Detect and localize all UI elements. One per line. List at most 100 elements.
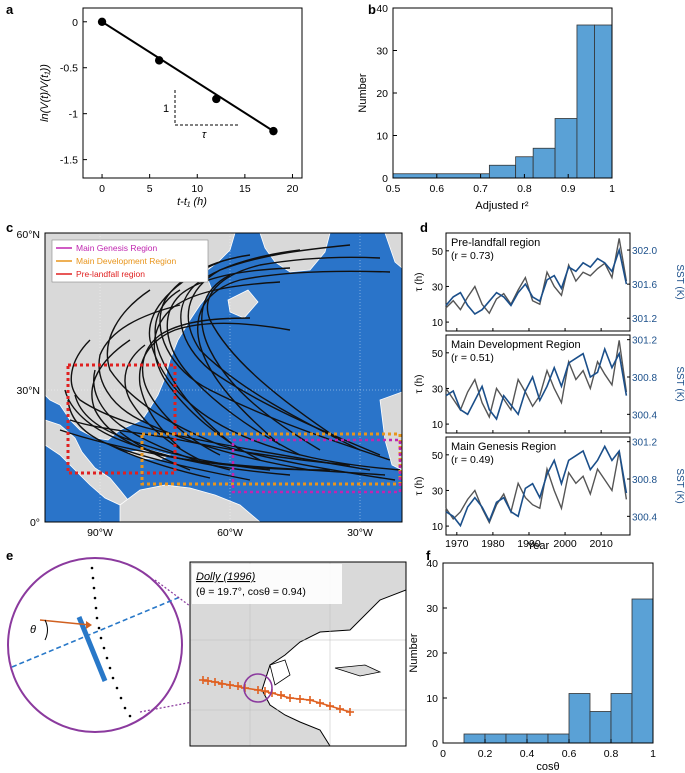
hurricane-track <box>119 431 191 471</box>
panel-f-xtick-label: 0.2 <box>478 748 493 760</box>
hurricane-track <box>93 369 231 471</box>
coastline-dot <box>105 656 109 660</box>
panel-b-xtick-label: 0.8 <box>517 183 532 195</box>
panel-b-ytick-label: 0 <box>382 173 388 185</box>
panel-f-ytick-label: 20 <box>426 648 438 660</box>
panel-d-xtick-label: 2010 <box>589 538 613 550</box>
panel-f-bar <box>547 733 570 744</box>
panel-d-right-tick-label: 302.0 <box>632 246 657 257</box>
panel-d-sst-line <box>445 444 628 528</box>
coastline-dot <box>97 626 101 630</box>
arrowhead <box>86 621 92 629</box>
panel-b-xtick-label: 0.5 <box>386 183 401 195</box>
panel-d-tau-line <box>445 340 628 419</box>
panel-a-xtick-label: 10 <box>191 183 203 195</box>
panel-a-fit-line <box>101 20 274 132</box>
panel-d-subplot-r: (r = 0.51) <box>451 352 494 364</box>
panel-b-bar <box>392 173 490 179</box>
panel-b-letter: b <box>368 2 376 17</box>
dolly-map-cuba <box>334 664 382 677</box>
panel-d-subplot-title: Pre-landfall region <box>451 237 540 249</box>
lat-label-60n: 60°N <box>17 229 40 241</box>
hurricane-track <box>187 244 361 451</box>
panel-d-right-tick-label: 301.2 <box>632 336 657 347</box>
panel-b-ylabel: Number <box>357 73 369 112</box>
panel-d-right-tick-label: 301.2 <box>632 314 657 325</box>
panel-d-subplot-title: Main Development Region <box>451 339 581 351</box>
panel-d-ylabel-right: SST (K) <box>674 264 685 299</box>
panel-b-xtick-label: 0.9 <box>561 183 576 195</box>
hurricane-track <box>106 289 396 481</box>
panel-d-left-tick-label: 10 <box>432 318 444 329</box>
hurricane-track <box>67 399 251 481</box>
panel-a-ytick-label: -1 <box>69 109 78 121</box>
panel-f-xtick-label: 1 <box>650 748 656 760</box>
panel-d-xticks: 1970 1980 1990 2000 2010 <box>445 538 613 550</box>
panel-d-ylabel-left: τ (h) <box>414 273 425 292</box>
track-direction-arrow <box>39 619 91 626</box>
panel-f-ytick-label: 0 <box>432 738 438 750</box>
panel-d-right-tick-label: 300.8 <box>632 475 657 486</box>
panel-f-ytick-label: 10 <box>426 693 438 705</box>
slope-annotation-tau: τ <box>202 129 207 141</box>
fit-direction-line <box>11 596 181 668</box>
panel-d-subplot-3: 50 30 10 301.2 300.8 300.4 Main Genesis Region… <box>414 436 685 536</box>
panel-a-xtick-label: 0 <box>99 183 105 195</box>
hurricane-track <box>141 317 251 456</box>
panel-b-bar <box>576 24 595 179</box>
panel-d-xtick-label: 1990 <box>517 538 541 550</box>
dolly-map-yucatan-bay <box>269 659 291 686</box>
panel-a-point <box>212 94 221 104</box>
dolly-params: (θ = 19.7°, cosθ = 0.94) <box>196 586 306 598</box>
hurricane-track <box>153 281 281 461</box>
hurricane-track <box>70 339 371 471</box>
legend-genesis: Main Genesis Region <box>76 243 158 253</box>
coastline-dot <box>115 686 119 690</box>
zoom-contents: θ <box>11 566 181 718</box>
coastline-dot <box>128 714 132 718</box>
hurricane-track <box>69 419 351 466</box>
panel-f-bar <box>589 711 612 744</box>
panel-a-ytick-label: -0.5 <box>60 63 78 75</box>
panel-a-marks <box>97 17 278 136</box>
land-europe <box>384 233 402 269</box>
lon-label-60w: 60°W <box>217 527 243 539</box>
hurricane-track <box>74 394 271 471</box>
land-south-america <box>119 484 261 522</box>
panel-b-ytick-label: 20 <box>376 88 388 100</box>
panel-f-xtick-label: 0 <box>440 748 446 760</box>
panel-f-xtick-label: 0.8 <box>604 748 619 760</box>
legend-box <box>51 239 209 283</box>
panel-d-ylabel-left: τ (h) <box>414 375 425 394</box>
panel-f-xtick-label: 0.4 <box>520 748 535 760</box>
coastline-dot <box>102 646 106 650</box>
hurricane-track <box>201 274 321 451</box>
panel-b-ytick-label: 30 <box>376 46 388 58</box>
panel-d-xtick-label: 1980 <box>481 538 505 550</box>
genesis-region-box <box>231 438 402 494</box>
panel-c-frame <box>44 232 403 523</box>
hurricane-track <box>59 429 331 471</box>
panel-d-left-tick-label: 30 <box>432 384 444 395</box>
panel-d-left-tick-label: 30 <box>432 282 444 293</box>
panel-d-frame <box>445 436 631 536</box>
panel-a-point <box>154 56 164 65</box>
panel-d-left-tick-label: 50 <box>432 349 444 360</box>
panel-d-left-tick-label: 50 <box>432 451 444 462</box>
lat-label-0: 0° <box>30 517 40 529</box>
panel-d-letter: d <box>420 220 428 235</box>
lon-label-30w: 30°W <box>347 527 373 539</box>
legend-prelandfall: Pre-landfall region <box>76 269 145 279</box>
hurricane-track <box>98 304 311 471</box>
panel-d-right-tick-label: 301.6 <box>632 280 657 291</box>
panel-c-letter: c <box>6 220 13 235</box>
coastline-dot <box>111 676 115 680</box>
panel-d-xlabel: Year <box>527 540 550 552</box>
panel-a-xtick-label: 20 <box>287 183 299 195</box>
panel-d-ylabel-right: SST (K) <box>674 366 685 401</box>
map-legend: Main Genesis Region Main Development Reg… <box>51 239 209 283</box>
